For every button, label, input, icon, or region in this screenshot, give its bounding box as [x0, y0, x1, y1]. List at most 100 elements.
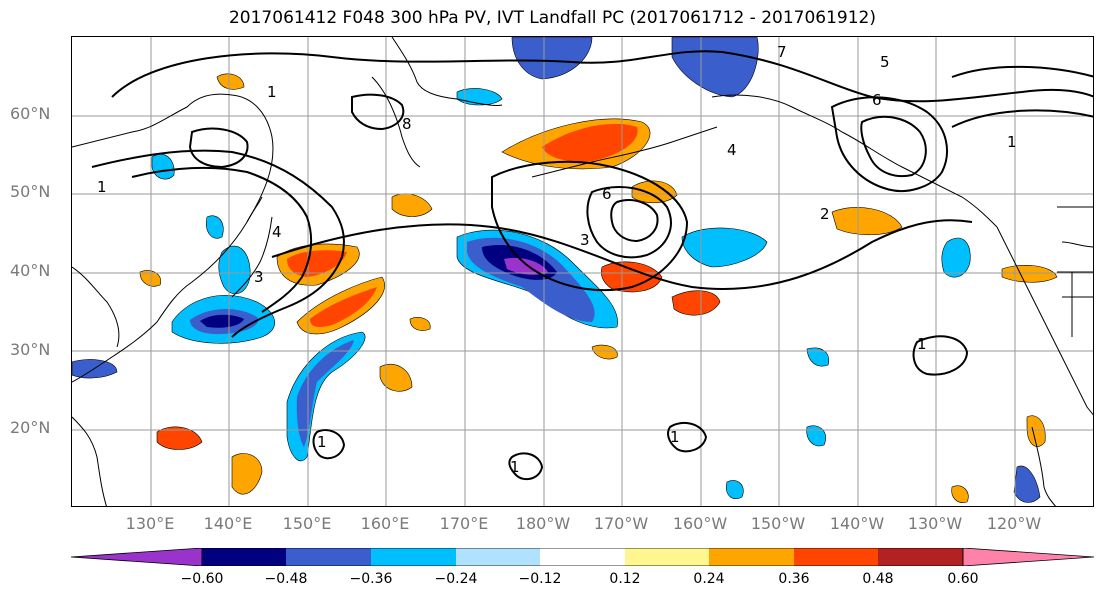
shade-red-west — [310, 287, 377, 327]
shade-orange-small4 — [139, 270, 162, 287]
lat-label-30n: 30°N — [10, 340, 51, 359]
contour-label: 4 — [272, 223, 282, 241]
colorbar-segment — [625, 548, 709, 566]
contour-southern-band — [271, 219, 973, 290]
lat-label-50n: 50°N — [10, 182, 51, 201]
contour-label-layer: 1 3 4 3 6 4 2 1 1 8 5 6 1 1 1 1 7 — [97, 43, 1017, 476]
contour-north-ring-1 — [111, 50, 1093, 103]
coast-china — [72, 266, 120, 506]
coast-alaska — [711, 94, 998, 228]
shaded-fields — [72, 37, 1058, 503]
contour-label: 6 — [602, 185, 612, 203]
map-panel: 1 3 4 3 6 4 2 1 1 8 5 6 1 1 1 1 7 — [71, 36, 1094, 507]
map-canvas: 1 3 4 3 6 4 2 1 1 8 5 6 1 1 1 1 7 — [72, 37, 1093, 506]
contour-ne-ring — [951, 65, 1093, 128]
graticule-grid — [72, 37, 1093, 506]
shade-navy-japan — [200, 314, 244, 328]
shade-blue-baja — [1013, 465, 1041, 503]
shade-orange-small3 — [216, 73, 245, 90]
contour-label: 1 — [317, 433, 327, 451]
shade-orange-nw — [391, 193, 433, 217]
contour-center-low-2 — [586, 186, 672, 259]
colorbar-tick-label: −0.48 — [264, 571, 308, 587]
colorbar-tick-label: 0.60 — [947, 571, 979, 587]
lon-label-140w: 140°W — [829, 514, 885, 533]
lon-label-170e: 170°E — [439, 514, 489, 533]
lat-label-60n: 60°N — [10, 104, 51, 123]
shade-blue-small6 — [206, 215, 224, 239]
contour-label: 8 — [402, 115, 412, 133]
shade-red-japan-north — [287, 250, 347, 277]
contour-label: 1 — [917, 335, 927, 353]
lon-label-120w: 120°W — [986, 514, 1042, 533]
colorbar-extend-high — [962, 548, 1094, 566]
colorbar-segment — [371, 548, 456, 566]
shade-orange-gulf — [831, 207, 903, 236]
contour-center-low-3 — [610, 199, 659, 243]
contour-small-2 — [312, 429, 346, 460]
border-us-canada — [1057, 206, 1093, 248]
shade-purple-central — [504, 257, 548, 275]
shade-blue-alaska-ne — [671, 37, 759, 98]
contour-sub-1 — [351, 93, 405, 131]
shade-blue-small4 — [806, 425, 826, 447]
contour-label: 6 — [872, 91, 882, 109]
coast-baja — [1031, 426, 1056, 506]
colorbar-tick-label: −0.36 — [349, 571, 393, 587]
ivt-contours — [91, 50, 1093, 481]
coast-aleutians — [531, 126, 718, 178]
colorbar-tick-label: 0.24 — [693, 571, 725, 587]
colorbar-segment — [794, 548, 878, 566]
lat-label-20n: 20°N — [10, 418, 51, 437]
shade-blue-westcoast — [941, 237, 971, 278]
contour-small-1 — [912, 335, 969, 376]
shade-blue-small1 — [151, 153, 175, 180]
map-title: 2017061412 F048 300 hPa PV, IVT Landfall… — [228, 8, 876, 28]
lon-label-140e: 140°E — [203, 514, 253, 533]
lon-label-150w: 150°W — [750, 514, 806, 533]
shade-lightblue-north — [456, 88, 503, 106]
lon-label-170w: 170°W — [593, 514, 649, 533]
coast-northamerica — [996, 226, 1093, 416]
contour-label: 1 — [97, 178, 107, 196]
lat-label-40n: 40°N — [10, 261, 51, 280]
colorbar-segment — [286, 548, 371, 566]
colorbar-segment — [202, 548, 286, 566]
contour-label: 4 — [727, 141, 737, 159]
shade-blue-eastpac — [681, 227, 768, 268]
colorbar-segment — [540, 548, 625, 566]
shade-blue-small2 — [806, 347, 830, 367]
shade-blue-north — [511, 37, 593, 80]
shade-orange-south1 — [156, 426, 203, 450]
contour-small-4 — [667, 421, 708, 453]
contour-small-3 — [508, 452, 544, 481]
colorbar-extend-low — [71, 548, 203, 566]
shade-orange-small1 — [409, 317, 431, 331]
shade-orange-small2 — [591, 344, 618, 360]
shade-orange-mid — [379, 363, 413, 392]
coast-asia — [72, 93, 274, 383]
contour-gulf-low-2 — [860, 115, 927, 177]
colorbar-segment — [709, 548, 794, 566]
colorbar-outline — [201, 548, 964, 566]
shade-orange-dateline — [601, 261, 663, 293]
colorbar-tick-label: −0.60 — [180, 571, 224, 587]
colorbar-tick-label: −0.12 — [518, 571, 562, 587]
contour-sub-2 — [188, 127, 249, 169]
shade-orange-coast — [1001, 264, 1058, 283]
contour-center-low — [491, 160, 689, 292]
contour-label: 1 — [510, 458, 520, 476]
lon-label-160w: 160°W — [672, 514, 728, 533]
contour-label: 3 — [254, 268, 264, 286]
contour-label: 1 — [267, 83, 277, 101]
shade-orange-hawaii-e — [1026, 415, 1046, 447]
contour-japan-trough-2 — [131, 166, 313, 313]
coast-kamchatka — [371, 76, 421, 168]
shade-blue-small3 — [726, 480, 744, 499]
contour-label: 5 — [880, 53, 890, 71]
contour-gulf-low — [830, 96, 948, 193]
border-us-states — [1057, 271, 1093, 337]
lon-label-130e: 130°E — [125, 514, 175, 533]
contour-label: 1 — [1007, 133, 1017, 151]
contour-label: 2 — [820, 205, 830, 223]
